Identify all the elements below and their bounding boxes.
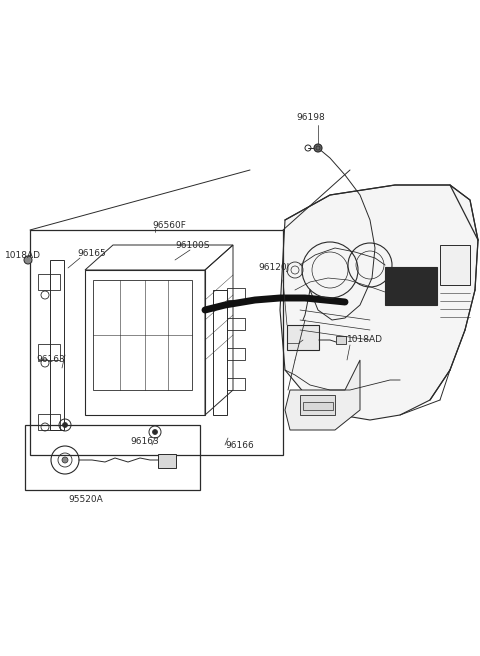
Bar [227, 348, 245, 360]
Text: 1018AD: 1018AD [5, 251, 41, 260]
Text: 96163: 96163 [36, 356, 65, 365]
Text: 96166: 96166 [225, 440, 254, 449]
Circle shape [62, 422, 68, 428]
Circle shape [62, 457, 68, 463]
Bar [300, 395, 335, 415]
Bar [440, 245, 470, 285]
Bar [303, 402, 333, 410]
Text: 95520A: 95520A [68, 495, 103, 504]
Text: 1018AD: 1018AD [347, 335, 383, 344]
Text: 96120J: 96120J [258, 264, 289, 272]
Bar [25, 425, 200, 490]
Bar [227, 378, 245, 390]
Bar [336, 336, 346, 344]
Bar [227, 288, 245, 300]
Bar [38, 414, 60, 430]
Polygon shape [285, 360, 360, 430]
Bar [38, 274, 60, 290]
Bar [287, 325, 319, 350]
Bar [30, 230, 283, 455]
Text: 96165: 96165 [77, 249, 106, 258]
Text: 96100S: 96100S [175, 241, 209, 249]
Bar [213, 290, 227, 415]
Circle shape [316, 146, 320, 150]
Bar [385, 267, 437, 305]
Text: 96163: 96163 [130, 438, 159, 447]
Text: 96198: 96198 [296, 113, 325, 123]
Text: 96560F: 96560F [152, 220, 186, 230]
Circle shape [153, 430, 157, 434]
Bar [85, 270, 205, 415]
Bar [50, 260, 64, 430]
Bar [227, 318, 245, 330]
Polygon shape [280, 185, 478, 420]
Bar [158, 454, 176, 468]
Circle shape [314, 144, 322, 152]
Circle shape [24, 256, 32, 264]
Bar [93, 280, 192, 390]
Bar [38, 344, 60, 360]
